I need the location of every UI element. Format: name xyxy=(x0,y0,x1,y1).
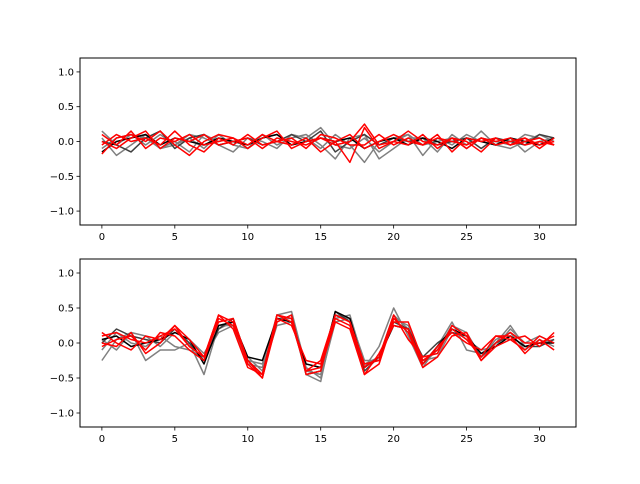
x-tick-label: 30 xyxy=(533,232,546,243)
x-tick-label: 0 xyxy=(99,434,105,445)
y-tick-label: −1.0 xyxy=(50,409,74,420)
x-tick-label: 20 xyxy=(387,232,400,243)
x-axis: 0 5 10 15 20 25 30 xyxy=(99,225,546,243)
y-tick-label: −1.0 xyxy=(50,207,74,218)
series-line-8 xyxy=(101,130,555,150)
x-tick-label: 5 xyxy=(172,232,178,243)
subplot-top: 0 5 10 15 20 25 30 −1.0 −0.5 0.0 0.5 1.0 xyxy=(50,57,577,243)
y-tick-label: 0.0 xyxy=(58,339,74,350)
series-line-2 xyxy=(101,130,555,160)
y-axis: −1.0 −0.5 0.0 0.5 1.0 xyxy=(50,67,80,218)
x-tick-label: 15 xyxy=(314,434,327,445)
plot-area xyxy=(101,123,555,164)
x-tick-label: 10 xyxy=(241,434,254,445)
x-tick-label: 10 xyxy=(241,232,254,243)
series-line-6 xyxy=(101,123,555,153)
series-line-8 xyxy=(101,314,555,379)
series-line-7 xyxy=(101,130,555,153)
x-tick-label: 25 xyxy=(460,434,473,445)
x-tick-label: 25 xyxy=(460,232,473,243)
plot-area xyxy=(101,307,555,383)
y-axis: −1.0 −0.5 0.0 0.5 1.0 xyxy=(50,269,80,420)
x-tick-label: 20 xyxy=(387,434,400,445)
series-line-6 xyxy=(101,314,555,376)
y-tick-label: −0.5 xyxy=(50,172,74,183)
x-tick-label: 5 xyxy=(172,434,178,445)
y-tick-label: 1.0 xyxy=(58,67,74,78)
x-tick-label: 15 xyxy=(314,232,327,243)
x-tick-label: 0 xyxy=(99,232,105,243)
x-axis: 0 5 10 15 20 25 30 xyxy=(99,427,546,445)
y-tick-label: 0.5 xyxy=(58,304,74,315)
subplot-bottom: 0 5 10 15 20 25 30 −1.0 −0.5 0.0 0.5 1.0 xyxy=(50,258,577,445)
y-tick-label: 0.0 xyxy=(58,137,74,148)
x-tick-label: 30 xyxy=(533,434,546,445)
y-tick-label: −0.5 xyxy=(50,374,74,385)
y-tick-label: 1.0 xyxy=(58,269,74,280)
y-tick-label: 0.5 xyxy=(58,102,74,113)
